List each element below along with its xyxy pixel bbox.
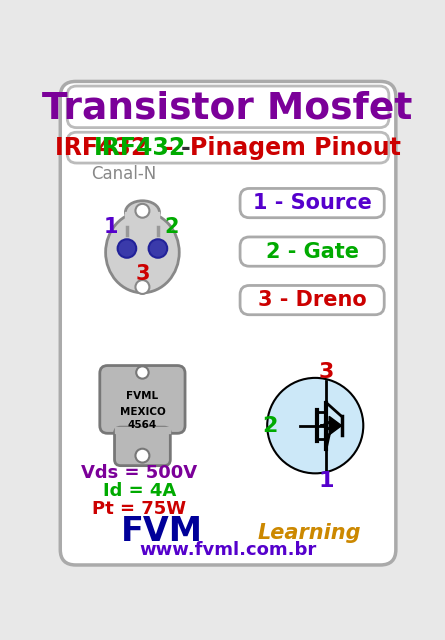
Text: IRF432  -  Pinagem Pinout: IRF432 - Pinagem Pinout: [55, 136, 400, 161]
Text: Id = 4A: Id = 4A: [103, 482, 176, 500]
Text: 1: 1: [318, 471, 334, 491]
Circle shape: [135, 449, 150, 463]
Text: 3: 3: [319, 362, 334, 381]
Text: Pt = 75W: Pt = 75W: [92, 500, 186, 518]
Text: 3 - Dreno: 3 - Dreno: [258, 290, 367, 310]
Text: Transistor Mosfet: Transistor Mosfet: [42, 90, 413, 126]
Text: MEXICO: MEXICO: [120, 407, 165, 417]
FancyBboxPatch shape: [240, 188, 384, 218]
FancyBboxPatch shape: [60, 81, 396, 565]
Circle shape: [117, 239, 136, 258]
Text: FVM: FVM: [121, 515, 203, 548]
Text: 4564: 4564: [128, 420, 157, 430]
Text: Canal-N: Canal-N: [91, 165, 157, 183]
Polygon shape: [329, 417, 342, 435]
Text: www.fvml.com.br: www.fvml.com.br: [139, 541, 316, 559]
Circle shape: [136, 366, 149, 379]
Text: IRF432: IRF432: [94, 136, 186, 161]
Circle shape: [267, 378, 363, 474]
Circle shape: [135, 280, 150, 294]
Text: 2: 2: [165, 217, 179, 237]
Text: 3: 3: [135, 264, 150, 284]
Ellipse shape: [105, 212, 179, 292]
Text: FVML: FVML: [126, 391, 158, 401]
Text: 2: 2: [263, 415, 278, 436]
Text: Vds = 500V: Vds = 500V: [81, 465, 198, 483]
Text: 1 - Source: 1 - Source: [253, 193, 372, 213]
Circle shape: [149, 239, 167, 258]
Ellipse shape: [125, 201, 159, 224]
FancyBboxPatch shape: [240, 285, 384, 315]
FancyBboxPatch shape: [100, 365, 185, 433]
Text: 2 - Gate: 2 - Gate: [266, 241, 359, 262]
Text: -: -: [181, 136, 191, 161]
FancyBboxPatch shape: [240, 237, 384, 266]
Text: Learning: Learning: [257, 523, 361, 543]
FancyBboxPatch shape: [67, 132, 389, 163]
Text: 1: 1: [104, 217, 119, 237]
FancyBboxPatch shape: [114, 427, 170, 466]
Circle shape: [135, 204, 150, 218]
FancyBboxPatch shape: [67, 86, 389, 127]
